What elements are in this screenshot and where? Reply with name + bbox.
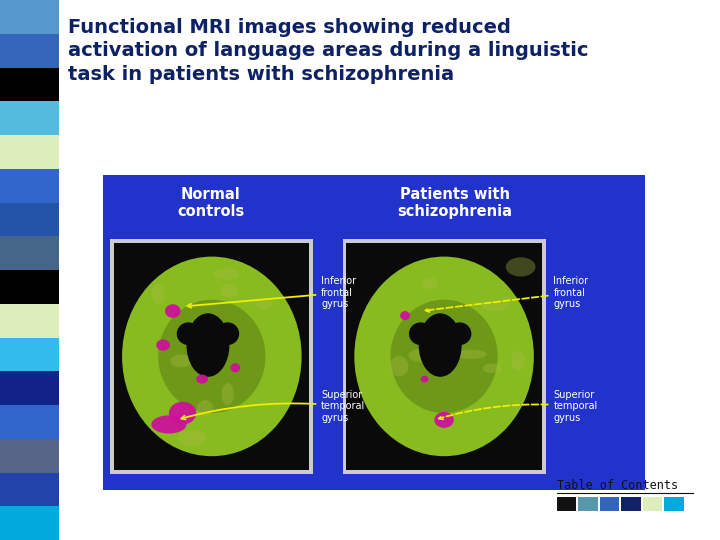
Bar [578,497,598,511]
Bar [0,0,58,33]
Text: Normal
controls: Normal controls [177,187,245,219]
Text: Inferior
frontal
gyrus: Inferior frontal gyrus [187,276,356,309]
Bar [0,33,58,68]
Bar [0,135,58,168]
Bar [114,243,310,470]
Ellipse shape [178,429,207,447]
Ellipse shape [390,356,408,376]
Ellipse shape [171,354,192,367]
Bar [110,239,313,474]
Bar [0,202,58,237]
Ellipse shape [169,402,197,424]
Ellipse shape [230,363,240,372]
Ellipse shape [354,256,534,456]
Ellipse shape [213,268,239,280]
Ellipse shape [156,339,170,351]
Ellipse shape [511,351,525,371]
Ellipse shape [408,348,441,362]
Text: Superior
temporal
gyrus: Superior temporal gyrus [439,390,598,423]
Ellipse shape [448,322,472,345]
Text: Functional MRI images showing reduced
activation of language areas during a ling: Functional MRI images showing reduced ac… [68,18,589,84]
Bar [346,243,541,470]
Ellipse shape [151,415,186,434]
Bar [621,497,641,511]
Ellipse shape [456,349,487,359]
Ellipse shape [176,322,200,345]
Ellipse shape [222,383,234,406]
Bar [343,239,546,474]
Bar [0,237,58,270]
Ellipse shape [506,257,536,276]
Bar [643,497,662,511]
Text: Patients with
schizophrenia: Patients with schizophrenia [397,187,513,219]
Ellipse shape [419,313,462,377]
Ellipse shape [122,256,302,456]
Bar [0,68,58,102]
Ellipse shape [409,322,433,345]
Bar [0,507,58,540]
Bar [0,303,58,338]
Bar [0,405,58,438]
Ellipse shape [400,311,410,320]
Bar [102,175,644,490]
Bar [0,102,58,135]
Ellipse shape [420,376,428,382]
Ellipse shape [482,301,509,311]
Bar [557,497,576,511]
Ellipse shape [158,300,266,413]
Ellipse shape [197,400,213,416]
Text: Inferior
frontal
gyrus: Inferior frontal gyrus [426,276,588,312]
Ellipse shape [434,412,454,428]
Bar [0,270,58,303]
Text: Superior
temporal
gyrus: Superior temporal gyrus [181,390,366,423]
Bar [664,497,684,511]
Text: Table of Contents: Table of Contents [557,479,678,492]
Ellipse shape [423,277,438,289]
Ellipse shape [220,284,238,298]
Ellipse shape [390,300,498,413]
Bar [0,338,58,372]
Bar [0,372,58,405]
Ellipse shape [165,304,181,318]
Bar [0,472,58,507]
Ellipse shape [197,375,208,383]
Ellipse shape [216,322,239,345]
Bar [0,168,58,202]
Ellipse shape [186,313,230,377]
Bar [0,438,58,472]
Ellipse shape [483,363,502,373]
Ellipse shape [152,284,165,305]
Bar [600,497,619,511]
Ellipse shape [256,299,271,310]
